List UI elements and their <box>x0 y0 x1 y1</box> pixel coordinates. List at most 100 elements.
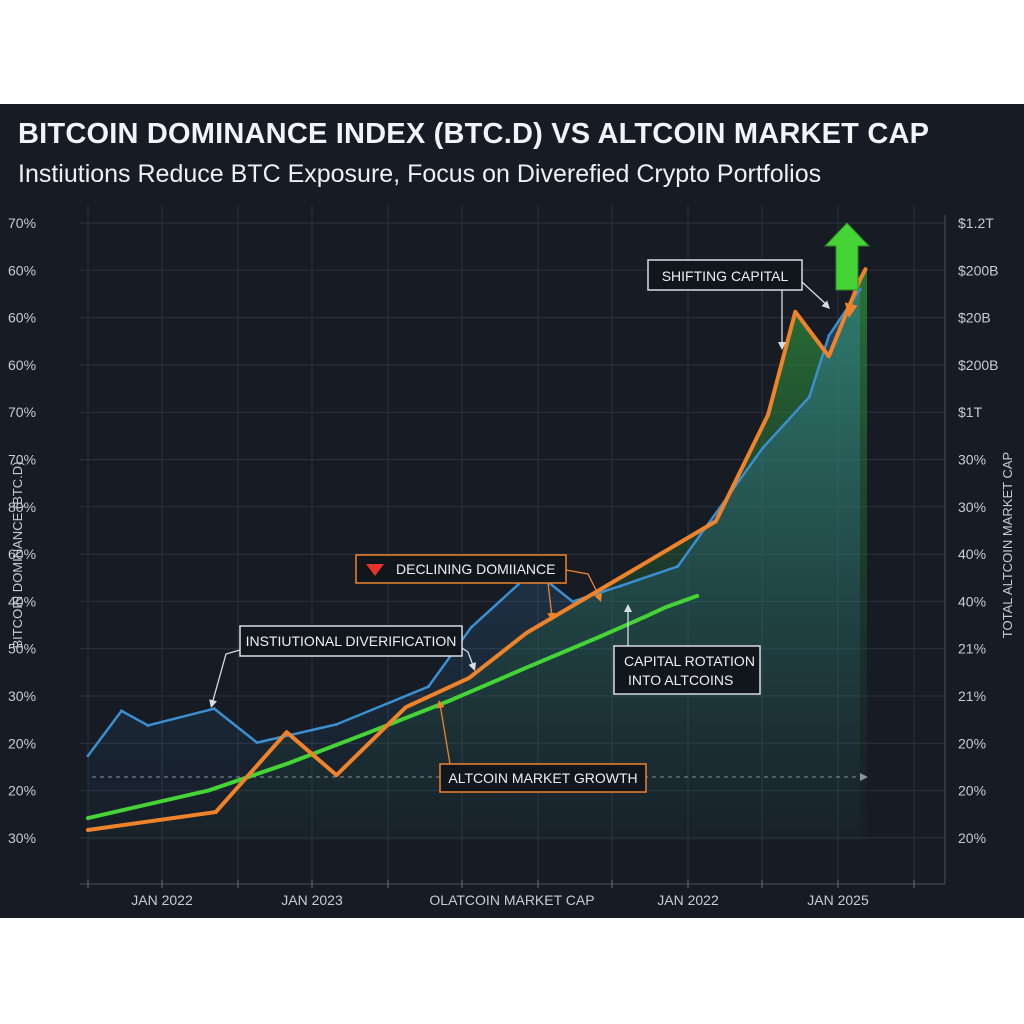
y-tick-right: 40% <box>958 546 986 562</box>
altcoin-market-cap-point <box>404 705 408 709</box>
y-tick-left: 70% <box>8 452 36 468</box>
annotation-instiutional: INSTIUTIONAL DIVERIFICATION <box>246 633 457 649</box>
y-tick-left: 60% <box>8 262 36 278</box>
btc-dominance-point <box>571 600 575 604</box>
leader-declining-1 <box>565 569 601 599</box>
y-tick-right: $1.2T <box>958 215 994 231</box>
leader-instiutional-2 <box>461 647 475 669</box>
altcoin-growth-point <box>287 761 292 765</box>
annotation-box-shifting-capital <box>647 259 803 291</box>
x-tick-label: JAN 2022 <box>131 892 193 908</box>
y-tick-right: 21% <box>958 688 986 704</box>
btc-dominance-point <box>619 584 623 588</box>
btc-dominance-point <box>119 709 123 713</box>
y-tick-left: 40% <box>8 593 36 609</box>
altcoin-growth-point <box>86 816 90 820</box>
y-tick-left: 60% <box>8 310 36 326</box>
y-tick-right: $20B <box>958 310 991 326</box>
x-tick-label: JAN 2022 <box>657 892 719 908</box>
down-triangle-icon <box>366 564 384 576</box>
altcoin-growth-point <box>206 788 211 793</box>
y-tick-right: $200B <box>958 262 998 278</box>
altcoin-growth-point <box>449 698 453 702</box>
arrow-instiutional-2 <box>468 662 477 671</box>
annotations: SHIFTING CAPITAL DECLINING DOMIIANCE INSTI… <box>209 259 830 793</box>
altcoin-growth-point <box>524 665 529 670</box>
y-tick-right: $200B <box>958 357 998 373</box>
annotation-altcoin-growth: ALTCOIN MARKET GROWTH <box>448 770 637 786</box>
btc-dominance-point <box>761 446 765 450</box>
btc-dominance-point <box>426 685 430 689</box>
btc-dominance-point <box>86 754 90 758</box>
btc-dominance-point <box>807 395 811 399</box>
arrow-declining-1 <box>594 593 603 602</box>
y-tick-right: 21% <box>958 641 986 657</box>
chart-subtitle: Instiutions Reduce BTC Exposure, Focus o… <box>18 160 822 188</box>
arrow-instiutional-1 <box>209 699 217 708</box>
y-tick-right: 30% <box>958 499 986 515</box>
annotation-capital-rotation-line2: INTO ALTCOINS <box>628 672 733 688</box>
y-tick-right: 20% <box>958 830 986 846</box>
annotation-box-altcoin-growth <box>439 763 647 793</box>
y-tick-left: 30% <box>8 688 36 704</box>
y-tick-left: 50% <box>8 641 36 657</box>
y-tick-right: 20% <box>958 735 986 751</box>
btc-dominance-point <box>255 741 259 745</box>
annotation-shifting-capital: SHIFTING CAPITAL <box>662 268 789 284</box>
altcoin-market-cap-point <box>630 568 635 573</box>
orange-arrowhead <box>844 302 858 318</box>
x-tick-label: JAN 2023 <box>281 892 343 908</box>
btc-dominance-point <box>469 625 473 629</box>
leader-instiutional-1 <box>211 649 241 705</box>
chart-title: BITCOIN DOMINANCE INDEX (BTC.D) VS ALTCO… <box>18 118 930 150</box>
btc-dominance-point <box>335 722 339 726</box>
y-tick-right: 20% <box>958 783 986 799</box>
annotation-box-declining-dominance <box>355 554 567 584</box>
y-tick-left: 80% <box>8 499 36 515</box>
arrow-declining-2 <box>547 612 556 621</box>
annotation-box-instiutional <box>239 625 463 657</box>
altcoin-market-cap-point <box>213 810 218 814</box>
altcoin-market-cap-point <box>334 773 339 777</box>
btc-dominance-point <box>858 287 862 291</box>
altcoin-growth-point <box>369 729 374 734</box>
y-axis-right-title: TOTAL ALTCOIN MARKET CAP <box>1000 452 1015 638</box>
annotation-capital-rotation-line1: CAPITAL ROTATION <box>624 653 755 669</box>
annotation-box-capital-rotation <box>613 645 761 695</box>
altcoin-growth-point <box>596 635 601 640</box>
altcoin-growth-point <box>695 594 699 598</box>
arrow-altcoin-growth <box>436 700 445 709</box>
altcoin-market-cap-point <box>858 277 862 282</box>
y-tick-left: 70% <box>8 215 36 231</box>
y-tick-left: 60% <box>8 546 36 562</box>
y-tick-right: $1T <box>958 404 983 420</box>
arrow-shifting-capital <box>778 342 786 350</box>
y-tick-left: 20% <box>8 735 36 751</box>
y-tick-right: 40% <box>958 593 986 609</box>
y-tick-left: 60% <box>8 357 36 373</box>
y-axis-left-title: BITCOIN DOMINANCE (BTC.D) <box>10 461 25 648</box>
altcoin-market-cap-point <box>766 413 770 417</box>
btc-dominance-point <box>212 707 216 711</box>
x-tick-label: OLATCOIN MARKET CAP <box>429 892 594 908</box>
arrow-capital-rotation <box>624 604 632 612</box>
annotation-declining-dominance: DECLINING DOMIIANCE <box>396 561 555 577</box>
y-tick-left: 20% <box>8 783 36 799</box>
leader-declining-2 <box>547 582 553 618</box>
btc-dominance-point <box>676 564 680 568</box>
markers <box>86 222 871 832</box>
btc-dominance-line <box>86 288 862 757</box>
y-tick-right: 30% <box>958 452 986 468</box>
series-lines <box>86 267 868 832</box>
y-tick-left: 70% <box>8 404 36 420</box>
altcoin-market-cap-point <box>827 354 831 359</box>
altcoin-market-cap-point <box>284 730 289 734</box>
baseline-arrowhead <box>860 773 868 781</box>
y-tick-left: 30% <box>8 830 36 846</box>
altcoin-market-cap-point <box>524 631 529 635</box>
x-tick-label: JAN 2025 <box>807 892 869 908</box>
altcoin-market-cap-point <box>86 828 90 832</box>
leader-altcoin-growth <box>439 703 451 765</box>
altcoin-market-cap-point <box>863 267 868 272</box>
